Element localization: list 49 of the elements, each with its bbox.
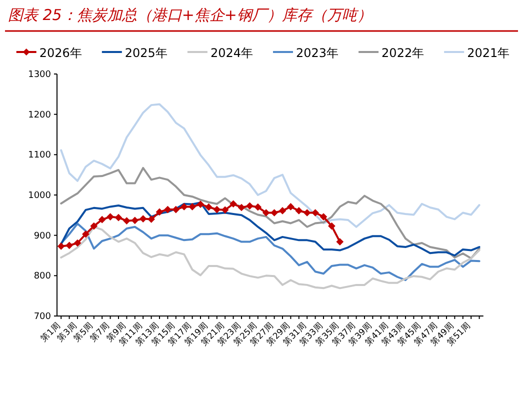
point xyxy=(221,206,229,214)
point xyxy=(213,206,221,214)
y-tick-label: 800 xyxy=(34,272,52,282)
point xyxy=(114,214,122,222)
point xyxy=(230,200,237,208)
point xyxy=(328,222,336,230)
point xyxy=(246,202,254,210)
point xyxy=(303,209,311,216)
point xyxy=(164,206,172,214)
point xyxy=(336,238,344,246)
point xyxy=(238,204,246,212)
point xyxy=(172,206,180,214)
point xyxy=(205,203,212,211)
point xyxy=(90,222,98,230)
point xyxy=(262,209,270,216)
point xyxy=(57,242,65,250)
legend-label: 2024年 xyxy=(210,46,253,60)
point xyxy=(295,207,303,214)
y-tick-label: 1200 xyxy=(28,110,52,120)
title: 图表 25：焦炭加总（港口+焦企+钢厂）库存（万吨） xyxy=(8,6,372,24)
y-tick-label: 1100 xyxy=(28,150,52,161)
point xyxy=(188,203,196,210)
point xyxy=(106,213,114,220)
point xyxy=(98,216,106,224)
y-tick-label: 700 xyxy=(34,312,52,322)
point xyxy=(278,207,286,214)
point xyxy=(287,203,294,210)
y-tick-label: 1000 xyxy=(28,191,52,201)
point xyxy=(131,216,139,224)
legend-label: 2023年 xyxy=(296,46,339,60)
y-tick-label: 900 xyxy=(34,231,52,242)
point xyxy=(156,208,164,216)
legend-label: 2025年 xyxy=(124,46,168,60)
point xyxy=(312,209,319,216)
y-tick-label: 1300 xyxy=(28,70,52,80)
legend-label: 2022年 xyxy=(382,46,424,60)
point xyxy=(148,216,155,223)
point xyxy=(320,213,328,220)
point xyxy=(82,230,90,238)
point xyxy=(139,215,147,222)
legend-label: 2026年 xyxy=(39,46,82,60)
legend-label: 2021年 xyxy=(467,46,510,60)
point xyxy=(180,203,188,210)
point xyxy=(196,200,204,208)
point xyxy=(254,203,262,211)
point xyxy=(123,217,130,224)
point xyxy=(66,242,73,250)
point xyxy=(74,239,82,247)
point xyxy=(270,209,278,216)
